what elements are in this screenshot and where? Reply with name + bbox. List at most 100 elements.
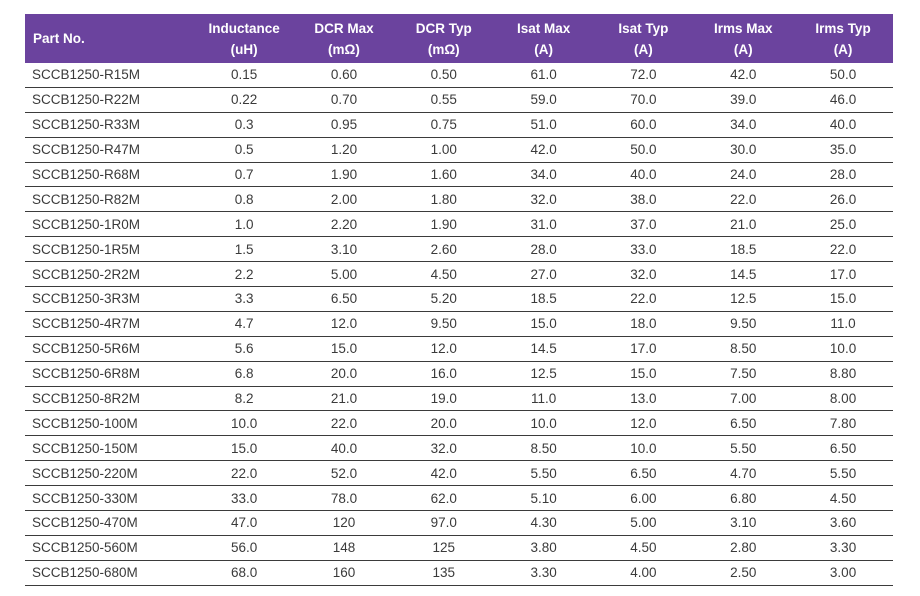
value-cell: 12.0 xyxy=(294,311,394,337)
value-cell: 14.5 xyxy=(493,336,594,362)
table-row: SCCB1250-5R6M 5.6 15.0 12.0 14.5 17.0 8.50 10.0 xyxy=(25,336,893,362)
value-cell: 6.00 xyxy=(593,485,694,512)
value-cell: 0.55 xyxy=(393,87,494,113)
table-row: SCCB1250-R22M 0.22 0.70 0.55 59.0 70.0 39.0 46.… xyxy=(25,87,893,113)
table-row: SCCB1250-3R3M 3.3 6.50 5.20 18.5 22.0 12.5 15.0 xyxy=(25,286,893,312)
value-cell: 32.0 xyxy=(493,186,594,213)
table-row: SCCB1250-8R2M 8.2 21.0 19.0 11.0 13.0 7.00 8.00 xyxy=(25,386,893,412)
value-cell: 0.70 xyxy=(294,87,394,113)
value-cell: 1.0 xyxy=(194,211,295,238)
spec-table-container: Part No. Inductance (uH) DCR Max (mΩ) DCR Typ… xyxy=(25,14,893,586)
table-row: SCCB1250-2R2M 2.2 5.00 4.50 27.0 32.0 14.5 17.0 xyxy=(25,261,893,288)
value-cell: 14.5 xyxy=(693,261,794,288)
table-row: SCCB1250-R33M 0.3 0.95 0.75 51.0 60.0 34.0 40.0 xyxy=(25,112,893,138)
column-label: Part No. xyxy=(33,31,85,46)
value-cell: 5.50 xyxy=(493,460,594,487)
value-cell: 3.10 xyxy=(294,236,394,263)
column-header-isat-max: Isat Max (A) xyxy=(493,14,594,63)
value-cell: 6.80 xyxy=(693,485,794,512)
value-cell: 17.0 xyxy=(593,336,694,362)
part-no-cell: SCCB1250-220M xyxy=(25,460,195,487)
value-cell: 2.50 xyxy=(693,560,794,586)
column-label: Isat Typ xyxy=(618,20,669,36)
value-cell: 3.30 xyxy=(493,560,594,586)
value-cell: 52.0 xyxy=(294,460,394,487)
value-cell: 2.2 xyxy=(194,261,295,288)
value-cell: 6.50 xyxy=(693,410,794,437)
value-cell: 135 xyxy=(393,560,494,586)
value-cell: 6.50 xyxy=(294,286,394,312)
value-cell: 4.00 xyxy=(593,560,694,586)
value-cell: 18.0 xyxy=(593,311,694,337)
value-cell: 2.60 xyxy=(393,236,494,263)
part-no-cell: SCCB1250-150M xyxy=(25,435,195,462)
value-cell: 15.0 xyxy=(793,286,893,312)
value-cell: 1.20 xyxy=(294,137,394,163)
value-cell: 1.00 xyxy=(393,137,494,163)
value-cell: 34.0 xyxy=(493,162,594,188)
value-cell: 20.0 xyxy=(294,361,394,387)
value-cell: 1.5 xyxy=(194,236,295,263)
value-cell: 42.0 xyxy=(393,460,494,487)
table-row: SCCB1250-R68M 0.7 1.90 1.60 34.0 40.0 24.0 28.0 xyxy=(25,162,893,188)
table-row: SCCB1250-1R5M 1.5 3.10 2.60 28.0 33.0 18.5 22.0 xyxy=(25,236,893,263)
value-cell: 50.0 xyxy=(793,63,893,88)
value-cell: 15.0 xyxy=(593,361,694,387)
table-body: SCCB1250-R15M 0.15 0.60 0.50 61.0 72.0 42.0 50.… xyxy=(25,63,893,586)
value-cell: 17.0 xyxy=(793,261,893,288)
value-cell: 70.0 xyxy=(593,87,694,113)
value-cell: 22.0 xyxy=(194,460,295,487)
value-cell: 46.0 xyxy=(793,87,893,113)
value-cell: 5.20 xyxy=(393,286,494,312)
value-cell: 0.3 xyxy=(194,112,295,138)
value-cell: 12.5 xyxy=(493,361,594,387)
column-unit: (uH) xyxy=(230,41,258,57)
table-row: SCCB1250-1R0M 1.0 2.20 1.90 31.0 37.0 21.0 25.0 xyxy=(25,211,893,238)
part-no-cell: SCCB1250-680M xyxy=(25,560,195,586)
column-label: Irms Typ xyxy=(815,20,871,36)
value-cell: 40.0 xyxy=(593,162,694,188)
value-cell: 7.80 xyxy=(793,410,893,437)
value-cell: 22.0 xyxy=(593,286,694,312)
table-row: SCCB1250-6R8M 6.8 20.0 16.0 12.5 15.0 7.50 8.80 xyxy=(25,361,893,387)
value-cell: 6.50 xyxy=(593,460,694,487)
value-cell: 3.60 xyxy=(793,510,893,536)
value-cell: 4.7 xyxy=(194,311,295,337)
value-cell: 3.3 xyxy=(194,286,295,312)
column-header-part-no: Part No. xyxy=(25,14,195,63)
value-cell: 78.0 xyxy=(294,485,394,512)
value-cell: 13.0 xyxy=(593,386,694,412)
column-header-isat-typ: Isat Typ (A) xyxy=(593,14,694,63)
value-cell: 148 xyxy=(294,535,394,561)
table-row: SCCB1250-330M 33.0 78.0 62.0 5.10 6.00 6.80 4.5… xyxy=(25,485,893,512)
value-cell: 21.0 xyxy=(693,211,794,238)
value-cell: 3.80 xyxy=(493,535,594,561)
value-cell: 22.0 xyxy=(693,186,794,213)
value-cell: 12.0 xyxy=(393,336,494,362)
part-no-cell: SCCB1250-R47M xyxy=(25,137,195,163)
value-cell: 5.6 xyxy=(194,336,295,362)
column-label: Irms Max xyxy=(713,20,773,36)
value-cell: 0.7 xyxy=(194,162,295,188)
value-cell: 3.00 xyxy=(793,560,893,586)
value-cell: 5.00 xyxy=(294,261,394,288)
value-cell: 120 xyxy=(294,510,394,536)
part-no-cell: SCCB1250-4R7M xyxy=(25,311,195,337)
value-cell: 10.0 xyxy=(793,336,893,362)
value-cell: 32.0 xyxy=(593,261,694,288)
value-cell: 2.20 xyxy=(294,211,394,238)
value-cell: 42.0 xyxy=(493,137,594,163)
part-no-cell: SCCB1250-R15M xyxy=(25,63,195,88)
value-cell: 39.0 xyxy=(693,87,794,113)
value-cell: 31.0 xyxy=(493,211,594,238)
value-cell: 6.50 xyxy=(793,435,893,462)
value-cell: 9.50 xyxy=(393,311,494,337)
value-cell: 0.60 xyxy=(294,63,394,88)
value-cell: 0.50 xyxy=(393,63,494,88)
value-cell: 2.80 xyxy=(693,535,794,561)
value-cell: 22.0 xyxy=(793,236,893,263)
column-unit: (A) xyxy=(534,41,553,57)
value-cell: 21.0 xyxy=(294,386,394,412)
value-cell: 5.50 xyxy=(693,435,794,462)
column-header-irms-typ: Irms Typ (A) xyxy=(793,14,893,63)
